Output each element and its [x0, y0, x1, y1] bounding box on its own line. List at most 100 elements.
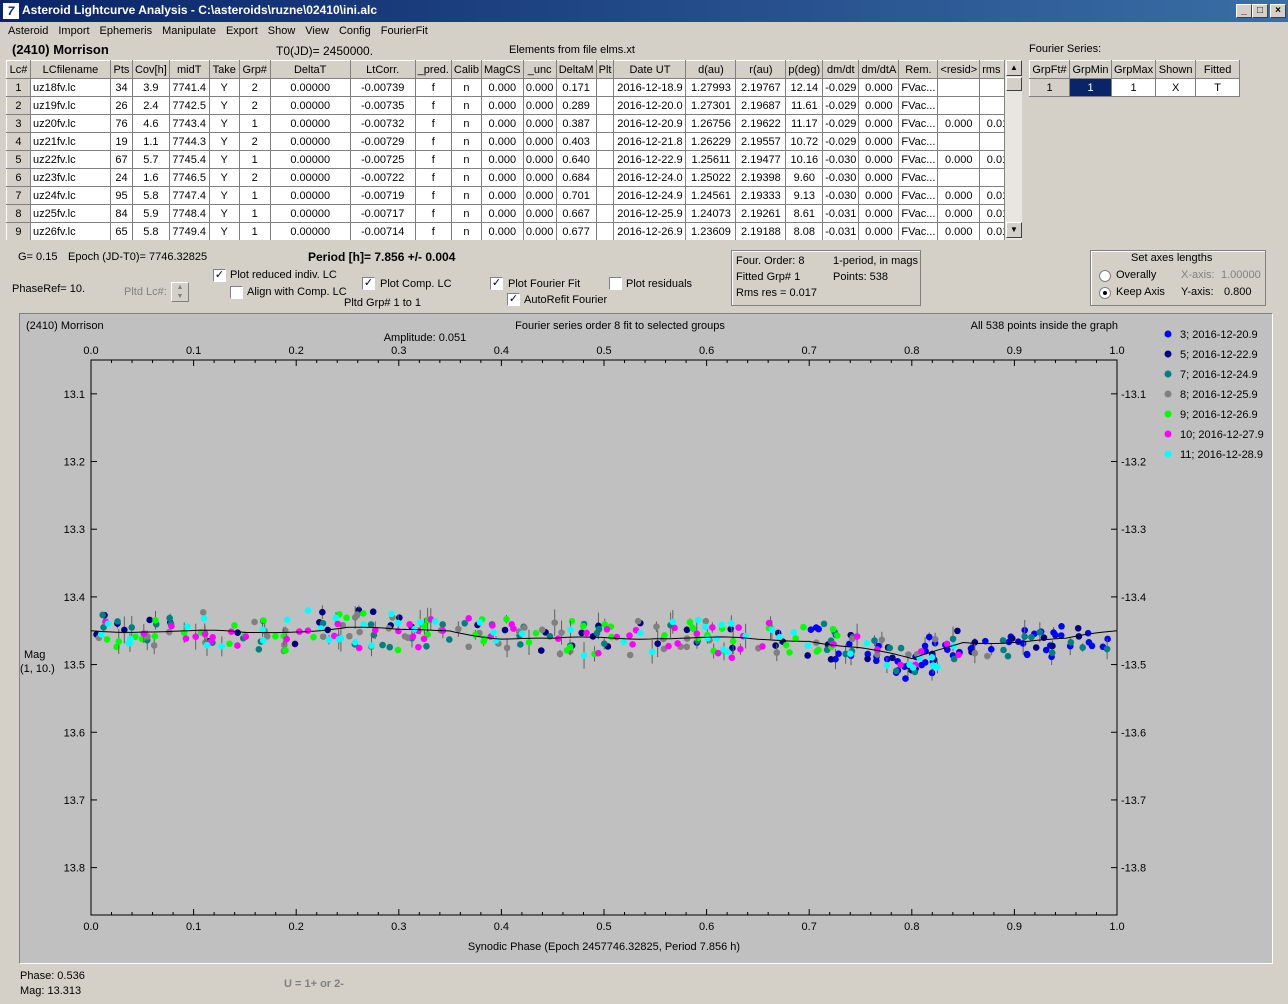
- lc-col-header[interactable]: Cov[h]: [131, 60, 170, 79]
- lc-cell[interactable]: [595, 186, 615, 205]
- lc-cell[interactable]: 7743.4: [168, 114, 210, 133]
- lc-col-header[interactable]: _pred.: [414, 60, 452, 79]
- lc-cell[interactable]: 0.000: [937, 204, 981, 223]
- lc-cell[interactable]: [595, 168, 615, 187]
- lc-cell[interactable]: FVac...: [898, 222, 939, 240]
- lc-cell[interactable]: 2.19261: [735, 204, 787, 223]
- lc-col-header[interactable]: p(deg): [785, 60, 824, 79]
- lc-cell[interactable]: 1: [238, 204, 271, 223]
- lc-cell[interactable]: 0.000: [480, 186, 524, 205]
- lc-col-header[interactable]: Plt: [595, 60, 615, 79]
- lc-cell[interactable]: 0.000: [480, 78, 524, 97]
- lc-cell[interactable]: 0.000: [480, 114, 524, 133]
- lc-cell[interactable]: 10.16: [785, 150, 824, 169]
- lc-cell[interactable]: 2: [238, 168, 271, 187]
- lc-cell[interactable]: FVac...: [898, 150, 939, 169]
- lc-cell[interactable]: 5.8: [131, 222, 170, 240]
- lc-col-header[interactable]: LCfilename: [29, 60, 111, 79]
- lc-cell[interactable]: n: [450, 186, 482, 205]
- lc-cell[interactable]: Y: [208, 222, 240, 240]
- lc-cell[interactable]: uz25fv.lc: [29, 204, 111, 223]
- scroll-thumb[interactable]: [1006, 77, 1022, 91]
- lc-cell[interactable]: 11.17: [785, 114, 824, 133]
- lc-cell[interactable]: 12.14: [785, 78, 824, 97]
- lc-cell[interactable]: 1: [238, 186, 271, 205]
- lc-cell[interactable]: 65: [109, 222, 133, 240]
- lc-cell[interactable]: n: [450, 132, 482, 151]
- lc-cell[interactable]: Y: [208, 150, 240, 169]
- lc-cell[interactable]: 0.000: [522, 150, 557, 169]
- lc-col-header[interactable]: DeltaT: [269, 60, 351, 79]
- lc-cell[interactable]: -0.00735: [349, 96, 416, 115]
- lc-cell[interactable]: 9.13: [785, 186, 824, 205]
- lc-cell[interactable]: FVac...: [898, 96, 939, 115]
- lc-cell[interactable]: 2.19333: [735, 186, 787, 205]
- lc-cell[interactable]: uz19fv.lc: [29, 96, 111, 115]
- lc-cell[interactable]: n: [450, 96, 482, 115]
- lc-cell[interactable]: n: [450, 168, 482, 187]
- lc-cell[interactable]: 0.000: [937, 114, 981, 133]
- lc-cell[interactable]: 19: [109, 132, 133, 151]
- lc-cell[interactable]: 0.640: [555, 150, 597, 169]
- table-row[interactable]: 9 uz26fv.lc 65 5.8 7749.4 Y 1 0.00000 -0.00714 f n…: [6, 222, 1022, 240]
- menu-config[interactable]: Config: [338, 25, 371, 37]
- lc-cell[interactable]: 8.61: [785, 204, 824, 223]
- lc-cell[interactable]: 34: [109, 78, 133, 97]
- lc-cell[interactable]: 84: [109, 204, 133, 223]
- lc-cell[interactable]: 0.00000: [269, 222, 351, 240]
- lc-cell[interactable]: 1: [238, 114, 271, 133]
- lc-cell[interactable]: 1.25611: [685, 150, 737, 169]
- lc-cell[interactable]: 0.000: [937, 186, 981, 205]
- table-row[interactable]: 4 uz21fv.lc 19 1.1 7744.3 Y 2 0.00000 -0.00729 f n…: [6, 132, 1022, 151]
- menu-asteroid[interactable]: Asteroid: [8, 25, 49, 37]
- lc-cell[interactable]: -0.00719: [349, 186, 416, 205]
- lc-cell[interactable]: 2: [6, 96, 31, 115]
- lc-cell[interactable]: f: [414, 114, 452, 133]
- pltd-lc-spinner[interactable]: ▲ ▼: [171, 282, 189, 302]
- close-button[interactable]: ×: [1270, 4, 1286, 18]
- lc-cell[interactable]: n: [450, 204, 482, 223]
- lc-cell[interactable]: uz26fv.lc: [29, 222, 111, 240]
- lc-cell[interactable]: 11.61: [785, 96, 824, 115]
- lc-cell[interactable]: 3.9: [131, 78, 170, 97]
- menu-view[interactable]: View: [305, 25, 329, 37]
- lc-cell[interactable]: 0.000: [522, 186, 557, 205]
- lc-cell[interactable]: -0.029: [822, 96, 860, 115]
- lc-cell[interactable]: 2016-12-18.9: [613, 78, 687, 97]
- lc-cell[interactable]: -0.00717: [349, 204, 416, 223]
- lc-cell[interactable]: 0.403: [555, 132, 597, 151]
- lc-cell[interactable]: 0.000: [858, 78, 900, 97]
- lc-cell[interactable]: [595, 96, 615, 115]
- lc-cell[interactable]: 0.000: [480, 150, 524, 169]
- fs-cell-grpmin[interactable]: 1: [1069, 78, 1112, 97]
- lc-cell[interactable]: 2016-12-20.9: [613, 114, 687, 133]
- lc-cell[interactable]: 95: [109, 186, 133, 205]
- lc-cell[interactable]: 2.19188: [735, 222, 787, 240]
- lc-cell[interactable]: -0.00714: [349, 222, 416, 240]
- lc-col-header[interactable]: Calib: [450, 60, 482, 79]
- lc-cell[interactable]: n: [450, 222, 482, 240]
- lc-cell[interactable]: -0.031: [822, 204, 860, 223]
- lc-cell[interactable]: 5.9: [131, 204, 170, 223]
- table-row[interactable]: 1 uz18fv.lc 34 3.9 7741.4 Y 2 0.00000 -0.00739 f n…: [6, 78, 1022, 97]
- lc-cell[interactable]: 1.27301: [685, 96, 737, 115]
- lc-cell[interactable]: 1.24561: [685, 186, 737, 205]
- lc-cell[interactable]: [595, 150, 615, 169]
- lc-cell[interactable]: FVac...: [898, 132, 939, 151]
- lc-cell[interactable]: f: [414, 78, 452, 97]
- lc-cell[interactable]: 0.000: [522, 168, 557, 187]
- lc-cell[interactable]: 0.387: [555, 114, 597, 133]
- lc-cell[interactable]: FVac...: [898, 78, 939, 97]
- lc-cell[interactable]: 0.000: [858, 114, 900, 133]
- lc-col-header[interactable]: Lc#: [6, 60, 31, 79]
- menu-ephemeris[interactable]: Ephemeris: [99, 25, 153, 37]
- lc-cell[interactable]: 7742.5: [168, 96, 210, 115]
- lc-cell[interactable]: -0.029: [822, 78, 860, 97]
- lc-cell[interactable]: Y: [208, 132, 240, 151]
- lc-cell[interactable]: 8.08: [785, 222, 824, 240]
- lc-col-header[interactable]: <resid>: [937, 60, 981, 79]
- fs-cell-shown[interactable]: X: [1155, 78, 1197, 97]
- lc-cell[interactable]: 0.000: [480, 96, 524, 115]
- lc-cell[interactable]: Y: [208, 204, 240, 223]
- lc-cell[interactable]: 0.000: [480, 204, 524, 223]
